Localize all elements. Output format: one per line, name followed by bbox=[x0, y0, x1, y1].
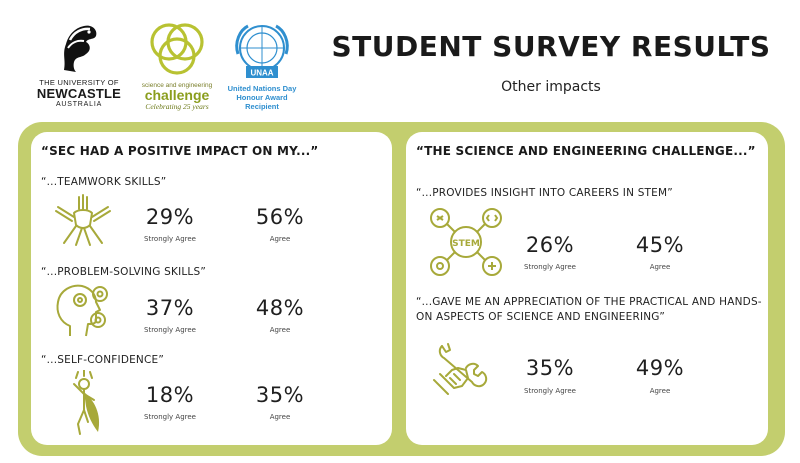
hand-wrench-icon bbox=[433, 343, 488, 395]
stem-careers-strongly-agree-value: 26% bbox=[525, 233, 575, 257]
teamwork-strongly-agree-caption: Strongly Agree bbox=[144, 235, 196, 243]
stem-careers-strongly-agree-caption: Strongly Agree bbox=[524, 263, 576, 271]
united-nations-award-logo: UNAA United Nations Day Honour Award Rec… bbox=[222, 18, 302, 118]
un-line2: Honour Award bbox=[236, 93, 288, 102]
right-panel-heading: “THE SCIENCE AND ENGINEERING CHALLENGE..… bbox=[416, 144, 756, 158]
interlocking-rings-icon bbox=[150, 23, 204, 75]
practical-aspects-strongly-agree-value: 35% bbox=[525, 356, 575, 380]
practical-aspects-strongly-agree-caption: Strongly Agree bbox=[524, 387, 576, 395]
uon-line2: NEWCASTLE bbox=[36, 86, 122, 101]
head-gears-icon bbox=[56, 284, 108, 337]
self-confidence-agree-value: 35% bbox=[255, 383, 305, 407]
stem-careers-agree-value: 45% bbox=[635, 233, 685, 257]
problem-solving-label: “...PROBLEM-SOLVING SKILLS” bbox=[41, 266, 206, 278]
teamwork-agree-caption: Agree bbox=[269, 235, 291, 243]
stem-icon-text: STEM bbox=[452, 239, 480, 249]
problem-solving-strongly-agree-value: 37% bbox=[145, 296, 195, 320]
sec-line3: Celebrating 25 years bbox=[145, 102, 209, 111]
un-line1: United Nations Day bbox=[227, 84, 297, 93]
problem-solving-agree-caption: Agree bbox=[269, 326, 291, 334]
sec-line2: challenge bbox=[144, 87, 210, 103]
page-subtitle: Other impacts bbox=[501, 79, 601, 95]
left-panel bbox=[31, 132, 392, 445]
stem-careers-agree-caption: Agree bbox=[649, 263, 671, 271]
seahorse-icon bbox=[64, 25, 97, 72]
right-panel bbox=[406, 132, 768, 445]
un-emblem-icon: UNAA bbox=[235, 24, 289, 78]
teamwork-hands-icon bbox=[55, 194, 111, 246]
uon-line3: AUSTRALIA bbox=[55, 101, 103, 108]
science-engineering-challenge-logo: science and engineering challenge Celebr… bbox=[132, 18, 222, 118]
page-title: STUDENT SURVEY RESULTS bbox=[331, 30, 771, 63]
sec-line1: science and engineering bbox=[141, 82, 213, 89]
left-panel-heading: “SEC HAD A POSITIVE IMPACT ON MY...” bbox=[41, 144, 319, 158]
practical-aspects-label: “...GAVE ME AN APPRECIATION OF THE PRACT… bbox=[416, 296, 762, 323]
teamwork-strongly-agree-value: 29% bbox=[145, 205, 195, 229]
uon-line1: THE UNIVERSITY OF bbox=[39, 78, 119, 87]
un-line3: Recipient bbox=[245, 102, 279, 111]
teamwork-agree-value: 56% bbox=[255, 205, 305, 229]
superhero-icon bbox=[73, 370, 100, 435]
self-confidence-agree-caption: Agree bbox=[269, 413, 291, 421]
practical-aspects-agree-value: 49% bbox=[635, 356, 685, 380]
problem-solving-agree-value: 48% bbox=[255, 296, 305, 320]
practical-aspects-agree-caption: Agree bbox=[649, 387, 671, 395]
self-confidence-strongly-agree-value: 18% bbox=[145, 383, 195, 407]
stem-careers-label: “...PROVIDES INSIGHT INTO CAREERS IN STE… bbox=[416, 187, 673, 199]
self-confidence-strongly-agree-caption: Strongly Agree bbox=[144, 413, 196, 421]
self-confidence-label: “...SELF-CONFIDENCE” bbox=[41, 354, 164, 366]
stem-network-icon: STEM bbox=[430, 208, 502, 276]
teamwork-label: “...TEAMWORK SKILLS” bbox=[41, 176, 167, 188]
university-of-newcastle-logo: THE UNIVERSITY OF NEWCASTLE AUSTRALIA bbox=[30, 20, 128, 120]
un-emblem-text: UNAA bbox=[250, 69, 273, 78]
problem-solving-strongly-agree-caption: Strongly Agree bbox=[144, 326, 196, 334]
